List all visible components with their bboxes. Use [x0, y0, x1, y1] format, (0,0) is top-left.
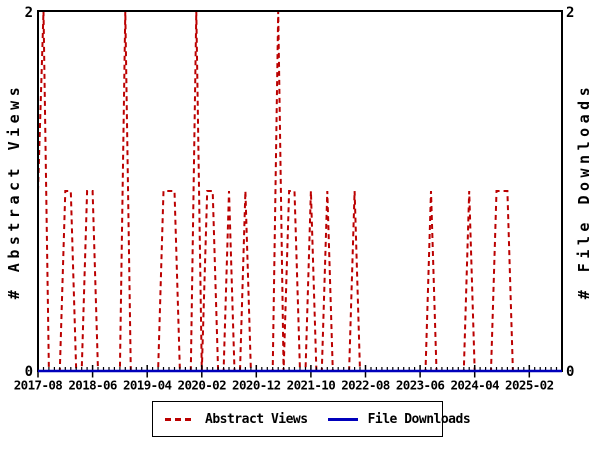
series-abstract-views	[37, 10, 562, 372]
x-tick-label: 2017-08	[14, 378, 63, 393]
legend-label-abstract-views: Abstract Views	[205, 411, 308, 427]
x-tick-label: 2025-02	[505, 378, 554, 393]
y-tick-label-right-bottom: 0	[566, 364, 574, 380]
x-tick-label: 2023-06	[396, 378, 445, 393]
legend-line-file-downloads-icon	[327, 417, 358, 421]
y-tick-label-right-top: 2	[566, 5, 574, 21]
x-tick-label: 2018-06	[68, 378, 117, 393]
x-tick-label: 2022-08	[341, 378, 390, 393]
plot-border	[37, 10, 563, 372]
x-tick-label: 2020-02	[178, 378, 227, 393]
y-axis-label-right: # File Downloads	[575, 82, 593, 300]
x-tick-label: 2024-04	[450, 378, 499, 393]
x-tick-label: 2021-10	[287, 378, 336, 393]
y-axis-label-left: # Abstract Views	[5, 82, 23, 300]
y-tick-label-left-bottom: 0	[25, 364, 33, 380]
legend-label-file-downloads: File Downloads	[367, 411, 471, 427]
x-tick-label: 2019-04	[123, 378, 172, 393]
y-tick-label-left-top: 2	[25, 5, 33, 21]
legend: Abstract Views File Downloads	[152, 401, 471, 437]
x-tick-label: 2020-12	[232, 378, 281, 393]
legend-line-abstract-views-icon	[165, 417, 195, 421]
